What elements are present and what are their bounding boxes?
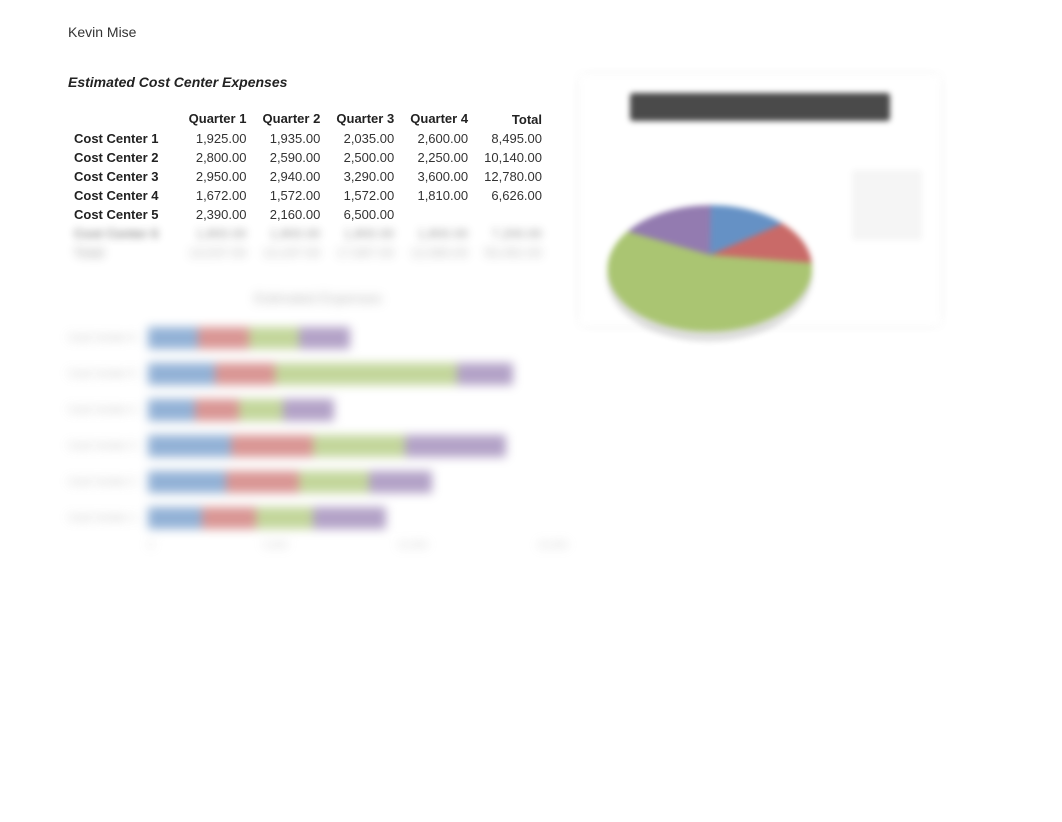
table-row: Cost Center 22,800.002,590.002,500.002,2… — [68, 148, 548, 167]
col-q3: Quarter 3 — [326, 108, 400, 129]
table-row: Cost Center 32,950.002,940.003,290.003,6… — [68, 167, 548, 186]
pie-chart-titlebar — [630, 93, 890, 121]
pie-chart-card — [580, 75, 940, 325]
table-row: Total13,537.0013,197.0017,697.0012,060.0… — [68, 243, 548, 262]
col-total: Total — [474, 108, 548, 129]
bar-chart-title: Estimated Expenses — [68, 290, 568, 306]
col-q4: Quarter 4 — [400, 108, 474, 129]
bar-row: Cost Center 3 — [68, 432, 568, 460]
table-row: Cost Center 52,390.002,160.006,500.00 — [68, 205, 548, 224]
bar-row: Cost Center 2 — [68, 468, 568, 496]
table-row: Cost Center 11,925.001,935.002,035.002,6… — [68, 129, 548, 148]
bar-chart: Estimated Expenses Cost Center 6 Cost Cen… — [68, 290, 568, 580]
bar-row: Cost Center 1 — [68, 504, 568, 532]
col-q1: Quarter 1 — [179, 108, 253, 129]
pie-chart — [582, 205, 836, 332]
page-title: Estimated Cost Center Expenses — [68, 74, 287, 90]
bar-row: Cost Center 5 — [68, 360, 568, 388]
bar-row: Cost Center 6 — [68, 324, 568, 352]
bar-row: Cost Center 4 — [68, 396, 568, 424]
col-q2: Quarter 2 — [252, 108, 326, 129]
table-row: Cost Center 61,800.001,800.001,800.001,8… — [68, 224, 548, 243]
table-header-row: Quarter 1 Quarter 2 Quarter 3 Quarter 4 … — [68, 108, 548, 129]
expenses-table: Quarter 1 Quarter 2 Quarter 3 Quarter 4 … — [68, 108, 548, 262]
pie-legend — [852, 170, 922, 240]
table-row: Cost Center 41,672.001,572.001,572.001,8… — [68, 186, 548, 205]
author-name: Kevin Mise — [68, 24, 136, 40]
